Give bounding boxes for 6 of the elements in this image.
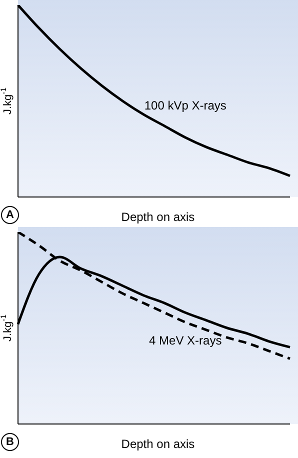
- series-label: 100 kVp X-rays: [144, 98, 226, 112]
- x-axis-title: Depth on axis: [120, 437, 196, 451]
- text: A: [1, 206, 19, 224]
- x-axis-title: Depth on axis: [120, 210, 196, 224]
- series-label: 4 MeV X-rays: [149, 334, 222, 348]
- text: B: [1, 433, 19, 451]
